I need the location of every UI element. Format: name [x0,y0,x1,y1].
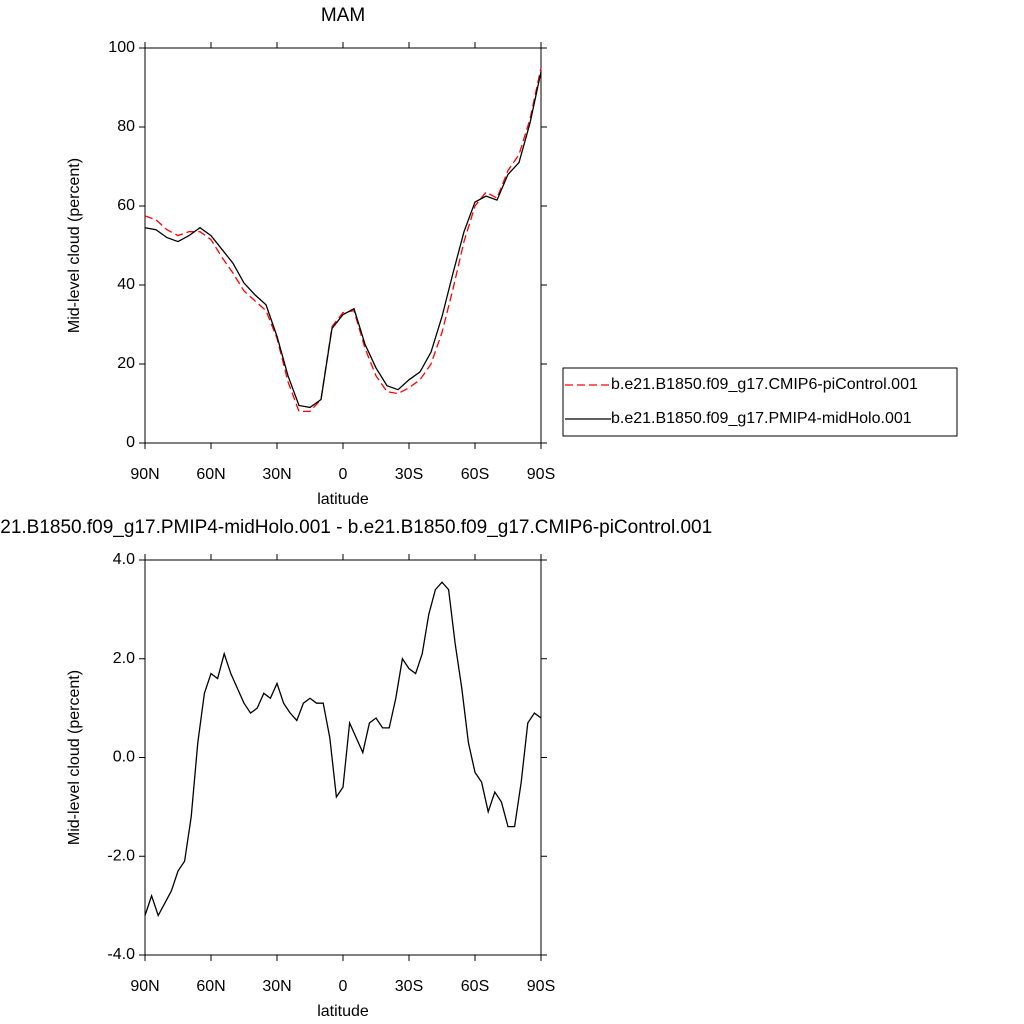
x-axis-label: latitude [317,1003,369,1020]
x-tick-label: 90N [130,466,159,483]
legend-label: b.e21.B1850.f09_g17.CMIP6-piControl.001 [611,376,918,393]
legend-label: b.e21.B1850.f09_g17.PMIP4-midHolo.001 [611,410,912,427]
x-tick-label: 30S [395,978,423,995]
plot-frame [144,47,542,444]
y-tick-label: 20 [117,355,135,372]
y-tick-label: 2.0 [113,650,135,667]
x-tick-label: 90S [527,466,555,483]
y-tick-label: 40 [117,276,135,293]
y-tick-label: -2.0 [107,847,135,864]
x-tick-label: 90S [527,978,555,995]
y-axis-label: Mid-level cloud (percent) [66,670,83,845]
x-tick-label: 0 [339,978,348,995]
x-tick-label: 30S [395,466,423,483]
y-tick-label: 100 [108,39,135,56]
plot-frame [144,559,542,956]
x-tick-label: 60S [461,466,489,483]
x-tick-label: 0 [339,466,348,483]
y-tick-label: 0.0 [113,749,135,766]
chart-title: MAM [321,5,365,26]
series-line [144,67,542,413]
x-tick-label: 60N [196,978,225,995]
y-tick-label: -4.0 [107,946,135,963]
y-axis-label: Mid-level cloud (percent) [66,158,83,333]
y-tick-label: 80 [117,118,135,135]
x-axis-label: latitude [317,491,369,508]
x-tick-label: 60N [196,466,225,483]
x-tick-label: 30N [262,466,291,483]
legend-box [562,367,958,437]
x-tick-label: 30N [262,978,291,995]
x-tick-label: 60S [461,978,489,995]
x-tick-label: 90N [130,978,159,995]
series-line [144,581,542,918]
series-line [144,71,542,409]
y-tick-label: 4.0 [113,551,135,568]
y-tick-label: 60 [117,197,135,214]
y-tick-label: 0 [126,434,135,451]
chart-title: b.e21.B1850.f09_g17.PMIP4-midHolo.001 - … [0,517,712,538]
